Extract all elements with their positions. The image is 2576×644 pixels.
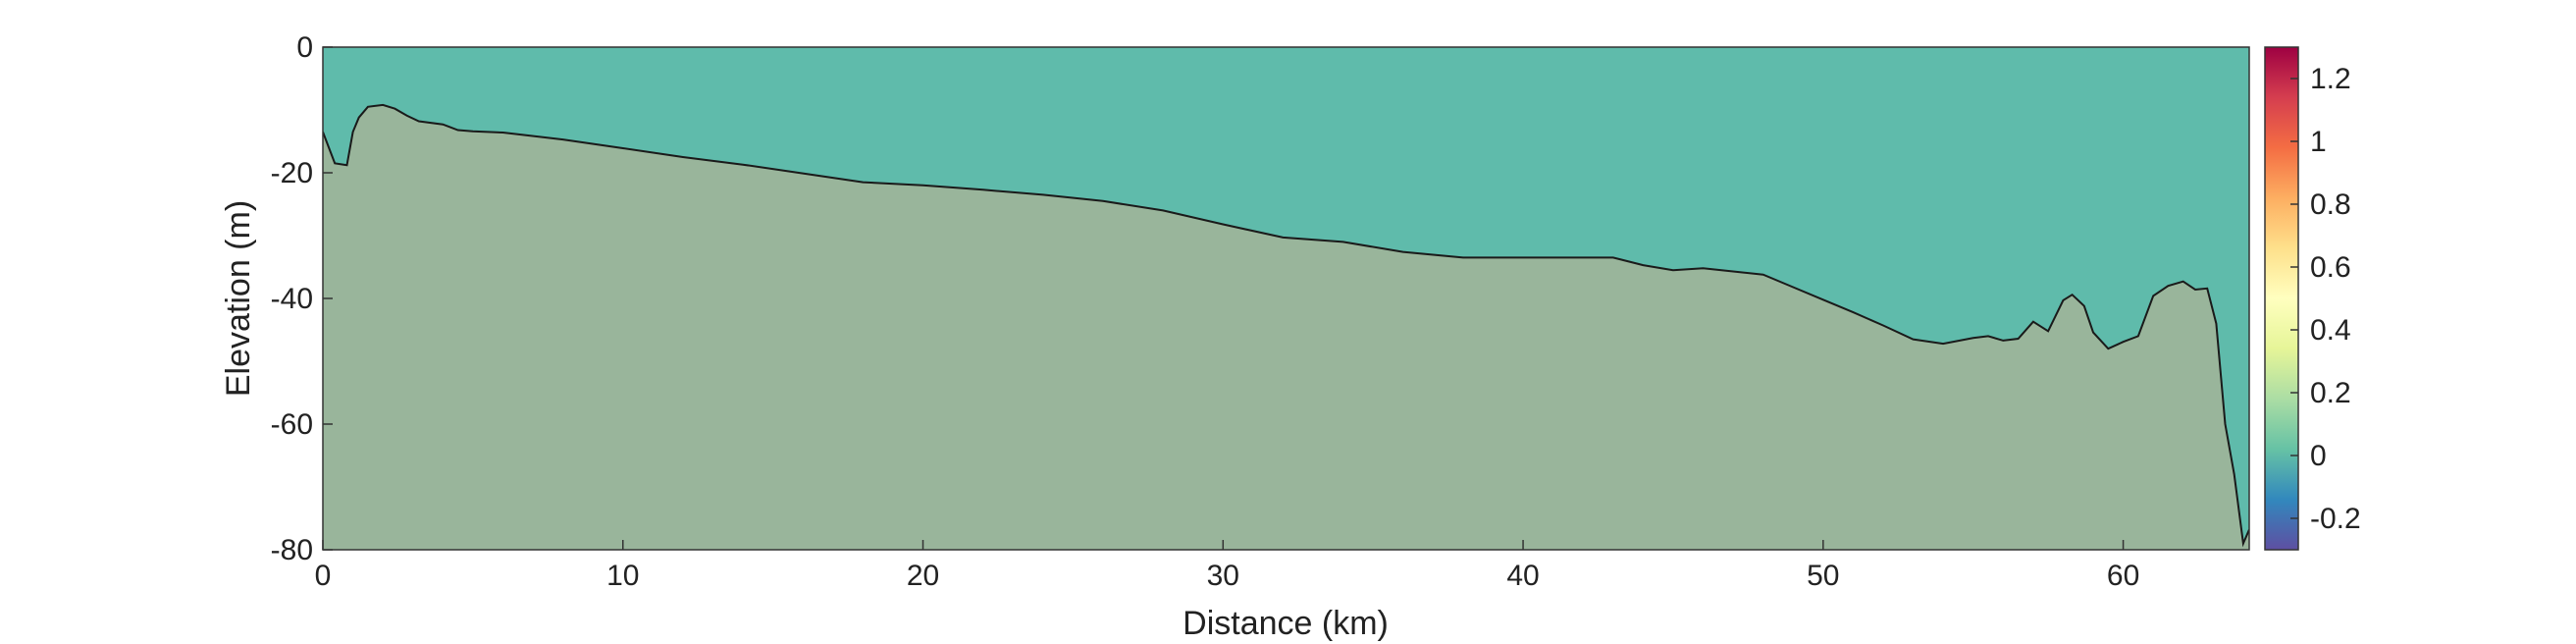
colorbar-ticks: 1.2 1 0.8 0.6 0.4 0.2 0 -0.2: [2290, 63, 2361, 535]
terrain-area: [323, 104, 2249, 550]
x-tick-label: 0: [315, 560, 332, 592]
colorbar-gradient: [2264, 46, 2299, 551]
y-tick-label: -60: [271, 408, 313, 441]
x-tick-label: 60: [2107, 560, 2139, 592]
colorbar-tick-label: 0.4: [2310, 314, 2351, 347]
colorbar-tick-label: 0.2: [2310, 377, 2351, 409]
colorbar-tick-label: 0.6: [2310, 251, 2351, 284]
colorbar-tick-label: 1: [2310, 126, 2327, 158]
y-axis: 0 -20 -40 -60 -80: [271, 31, 333, 566]
colorbar: 1.2 1 0.8 0.6 0.4 0.2 0 -0.2: [2264, 46, 2361, 551]
x-tick-label: 30: [1207, 560, 1239, 592]
colorbar-tick-label: 0.8: [2310, 188, 2351, 221]
y-tick-label: -80: [271, 534, 313, 566]
colorbar-tick-label: 1.2: [2310, 63, 2351, 95]
x-tick-label: 20: [907, 560, 939, 592]
colorbar-tick-label: -0.2: [2310, 503, 2361, 535]
y-tick-label: -40: [271, 283, 313, 315]
x-tick-label: 40: [1506, 560, 1539, 592]
y-axis-label: Elevation (m): [220, 200, 257, 397]
main-plot: 0 10 20 30 40 50 60 0 -20 -40 -60 -80 Distance (km…: [220, 31, 2250, 642]
colorbar-tick-label: 0: [2310, 440, 2327, 472]
x-tick-label: 50: [1807, 560, 1839, 592]
y-tick-label: 0: [296, 31, 313, 64]
elevation-profile-line: [323, 103, 2249, 548]
x-axis: 0 10 20 30 40 50 60: [315, 540, 2139, 592]
y-tick-label: -20: [271, 157, 313, 189]
x-tick-label: 10: [606, 560, 639, 592]
x-axis-label: Distance (km): [1183, 605, 1389, 642]
